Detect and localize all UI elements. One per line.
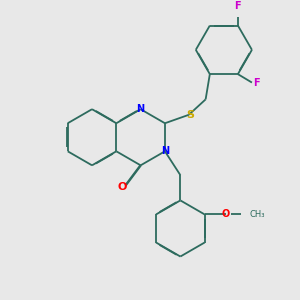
Text: O: O [222,209,230,219]
Text: N: N [161,146,169,156]
Text: CH₃: CH₃ [250,210,265,219]
Text: F: F [253,77,260,88]
Text: O: O [118,182,128,192]
Text: F: F [235,1,241,11]
Text: N: N [136,104,145,114]
Text: S: S [186,110,194,120]
